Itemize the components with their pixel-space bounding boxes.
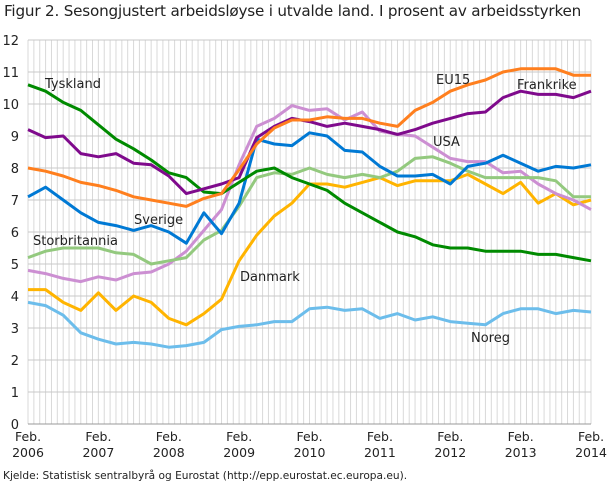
series-line-sverige — [27, 131, 592, 245]
y-tick-label: 8 — [11, 162, 19, 177]
x-tick-year-label: 2010 — [294, 445, 326, 460]
x-tick-year-label: 2007 — [82, 445, 114, 460]
y-tick-label: 4 — [11, 290, 19, 305]
x-tick-year-label: 2012 — [434, 445, 466, 460]
series-line-noreg — [27, 300, 592, 349]
y-tick-label: 10 — [2, 98, 19, 113]
x-tick-month-label: Feb. — [15, 429, 41, 444]
x-tick-month-label: Feb. — [367, 429, 393, 444]
y-tick-label: 5 — [11, 258, 19, 273]
series-line-frankrike — [27, 89, 592, 196]
series-label-frankrike: Frankrike — [517, 78, 577, 93]
y-tick-label: 3 — [11, 322, 19, 337]
y-tick-label: 7 — [11, 194, 19, 209]
series-label-eu15: EU15 — [436, 73, 470, 88]
series-label-tyskland: Tyskland — [44, 77, 101, 92]
x-tick-year-label: 2008 — [153, 445, 185, 460]
x-tick-month-label: Feb. — [296, 429, 322, 444]
y-tick-label: 6 — [11, 226, 19, 241]
y-tick-label: 1 — [11, 386, 19, 401]
y-tick-label: 2 — [11, 354, 19, 369]
series-label-noreg: Noreg — [471, 331, 510, 346]
x-tick-year-label: 2006 — [12, 445, 44, 460]
x-tick-year-label: 2011 — [364, 445, 396, 460]
chart-title: Figur 2. Sesongjustert arbeidsløyse i ut… — [4, 2, 582, 20]
x-tick-month-label: Feb. — [85, 429, 111, 444]
source-note: Kjelde: Statistisk sentralbyrå og Eurost… — [3, 470, 408, 482]
y-tick-label: 9 — [11, 130, 19, 145]
x-tick-month-label: Feb. — [578, 429, 604, 444]
series-label-storbritannia: Storbritannia — [33, 234, 118, 249]
y-tick-label: 12 — [2, 34, 19, 49]
y-tick-label: 0 — [11, 418, 19, 433]
series-label-danmark: Danmark — [240, 270, 300, 285]
series-line-eu15 — [27, 67, 591, 208]
x-tick-year-label: 2009 — [223, 445, 255, 460]
series-line-tyskland — [27, 83, 592, 263]
x-tick-month-label: Feb. — [226, 429, 252, 444]
series-line-storbritannia — [27, 155, 591, 266]
y-tick-label: 11 — [2, 66, 19, 81]
series-label-sverige: Sverige — [134, 213, 183, 228]
series-line-usa — [27, 104, 592, 284]
x-tick-year-label: 2013 — [505, 445, 537, 460]
x-tick-month-label: Feb. — [437, 429, 463, 444]
x-tick-month-label: Feb. — [508, 429, 534, 444]
x-tick-month-label: Feb. — [156, 429, 182, 444]
x-tick-year-label: 2014 — [575, 445, 607, 460]
series-label-usa: USA — [433, 135, 460, 150]
